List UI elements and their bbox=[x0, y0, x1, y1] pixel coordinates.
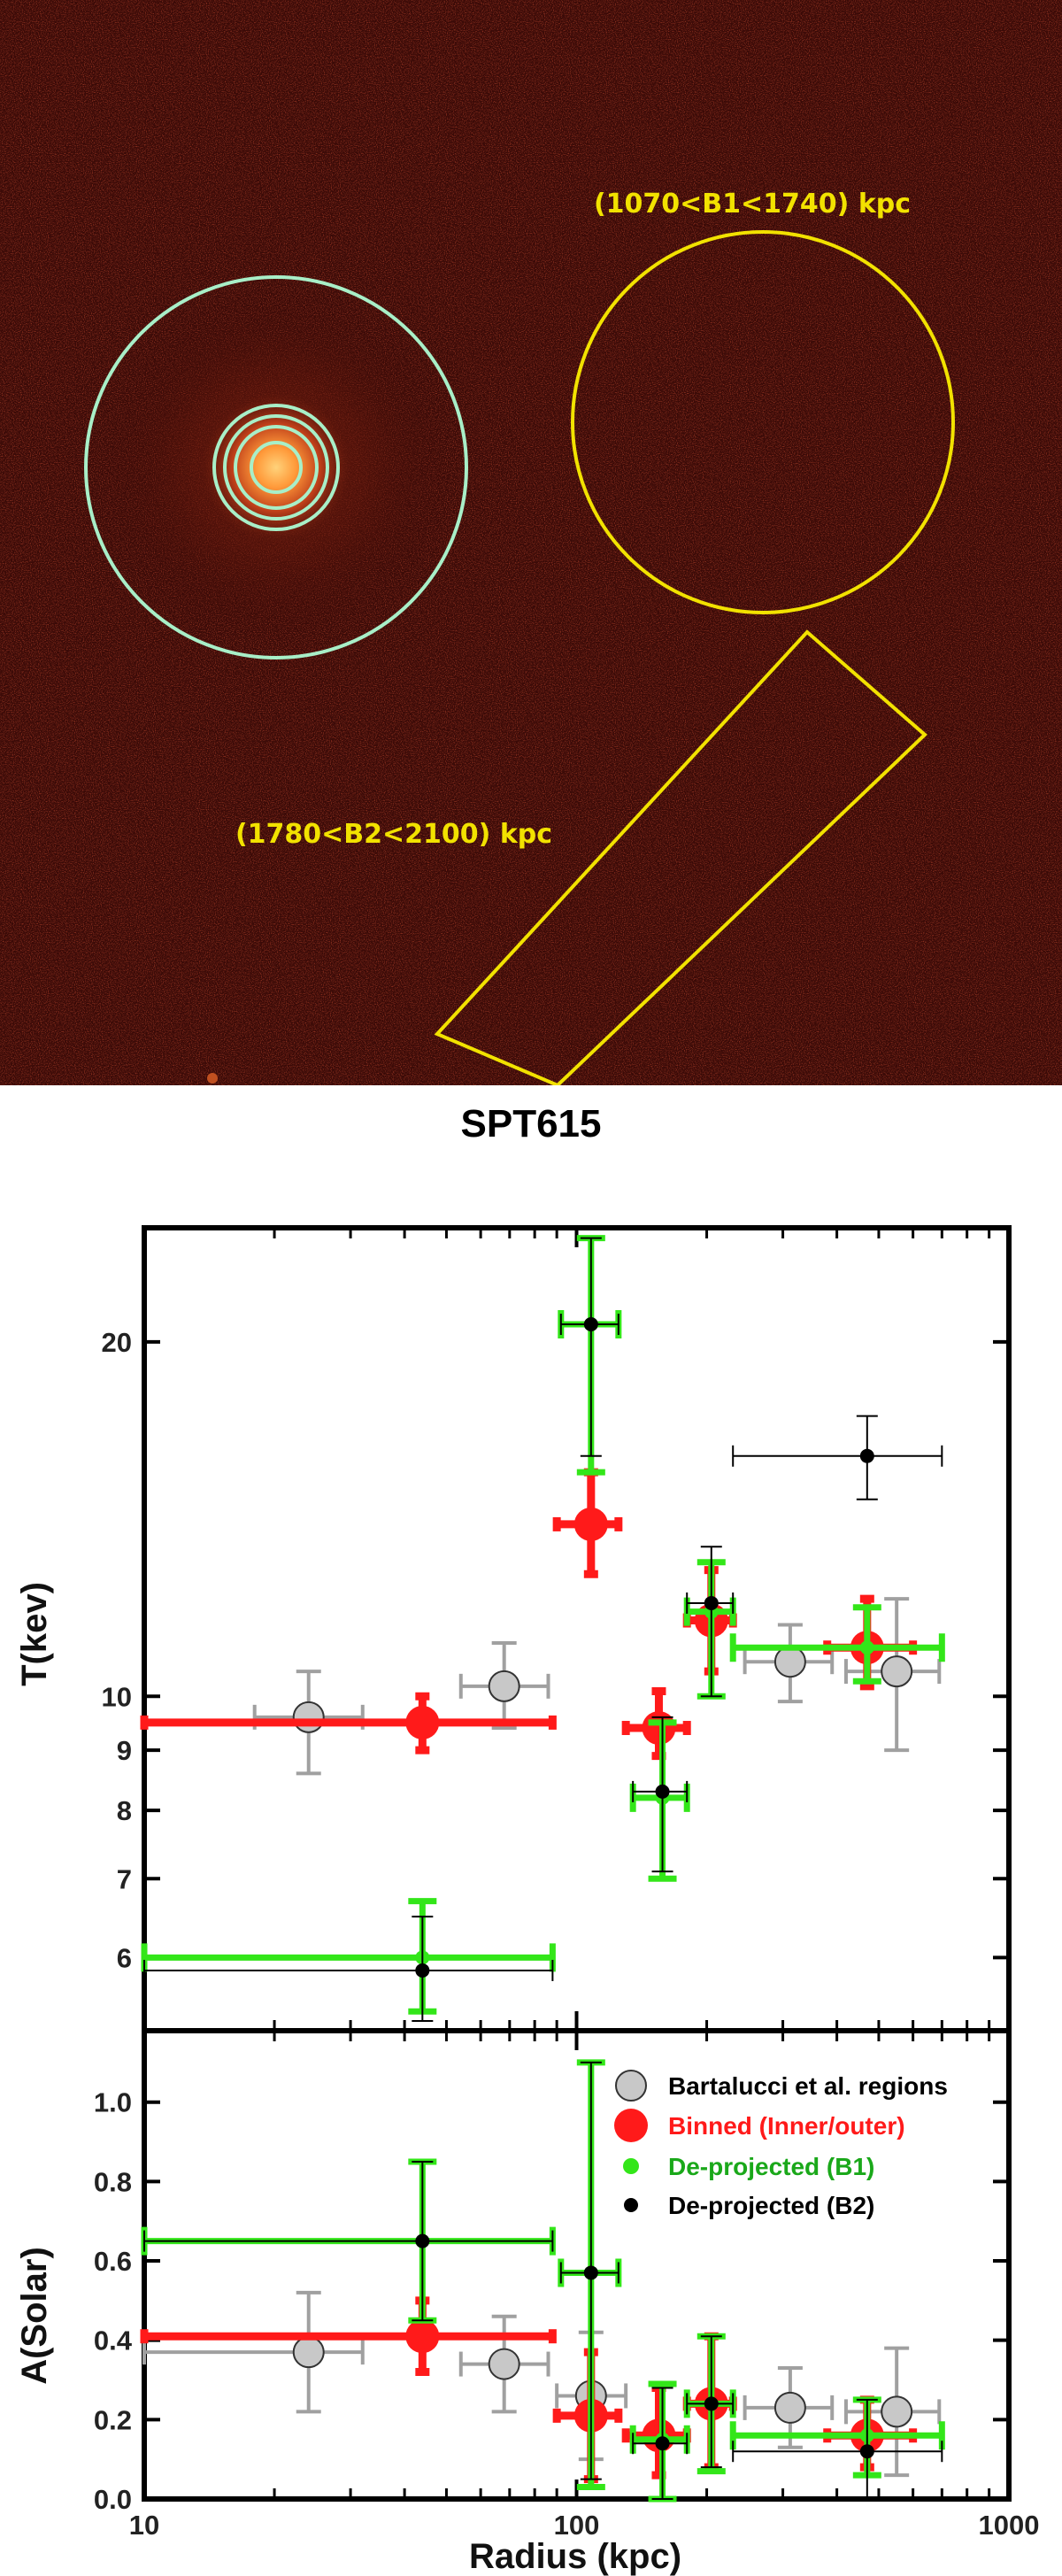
abundance-marks bbox=[140, 2059, 945, 2503]
legend-swatch-b2 bbox=[624, 2198, 638, 2212]
profile-chart: SPT615 6 7 8 9 10 20 T(kev) 0.0 0.2 0.4 0.6 0.8 1.… bbox=[15, 1102, 1040, 2576]
legend: Bartalucci et al. regions Binned (Inner/… bbox=[614, 2070, 948, 2219]
data-point bbox=[488, 1670, 520, 1702]
temperature-panel: 6 7 8 9 10 20 T(kev) bbox=[15, 1225, 1012, 2033]
legend-swatch-bartalucci bbox=[615, 2070, 647, 2102]
temperature-marks bbox=[140, 1235, 945, 2022]
data-point bbox=[773, 2391, 806, 2424]
data-point bbox=[881, 2395, 913, 2428]
data-point bbox=[655, 2436, 670, 2451]
y-tick-label-0-5: 20 bbox=[102, 1327, 132, 1358]
abundance-ticks: 0.0 0.2 0.4 0.6 0.8 1.0 bbox=[94, 2031, 1011, 2515]
data-point bbox=[405, 1705, 440, 1739]
data-point bbox=[773, 1646, 806, 1678]
series-0-0 bbox=[252, 1597, 942, 1776]
data-point bbox=[405, 2319, 440, 2354]
data-point bbox=[859, 1640, 874, 1655]
data-point bbox=[415, 1963, 430, 1978]
x-axis-ticks: 10 100 1000 bbox=[129, 2510, 1040, 2541]
region-b1-circle bbox=[571, 230, 955, 614]
legend-swatch-binned bbox=[614, 2109, 648, 2142]
annulus-2 bbox=[234, 425, 319, 510]
legend-label-bartalucci: Bartalucci et al. regions bbox=[668, 2072, 948, 2100]
cluster-core bbox=[196, 388, 356, 547]
y-tick-label-0-1: 7 bbox=[117, 1863, 132, 1894]
chart-title: SPT615 bbox=[461, 1102, 602, 1145]
annotation-b1: (1070<B1<1740) kpc bbox=[594, 189, 911, 220]
y-tick-label-1-5: 1.0 bbox=[94, 2087, 132, 2118]
y-tick-label-1-1: 0.2 bbox=[94, 2404, 132, 2435]
abundance-y-label: A(Solar) bbox=[15, 2247, 54, 2385]
data-point bbox=[583, 2265, 598, 2280]
x-tick-label-1: 100 bbox=[554, 2510, 600, 2541]
abundance-panel: 0.0 0.2 0.4 0.6 0.8 1.0 A(Solar) bbox=[15, 2028, 1012, 2515]
data-point bbox=[292, 2336, 325, 2369]
data-point bbox=[881, 1655, 913, 1688]
series-0-1 bbox=[140, 1468, 918, 1761]
y-tick-label-0-3: 9 bbox=[117, 1735, 132, 1766]
series-0-2 bbox=[141, 1235, 945, 2015]
data-point bbox=[583, 1317, 598, 1332]
data-point bbox=[704, 1595, 719, 1610]
legend-label-b2: De-projected (B2) bbox=[668, 2192, 874, 2219]
annulus-3 bbox=[223, 414, 329, 521]
point-source bbox=[207, 1073, 218, 1084]
annulus-1 bbox=[250, 441, 303, 494]
data-point bbox=[704, 2396, 719, 2411]
data-point bbox=[415, 2233, 430, 2248]
data-point bbox=[292, 1701, 325, 1733]
annotation-b2: (1780<B2<2100) kpc bbox=[235, 819, 552, 850]
y-tick-label-0-4: 10 bbox=[102, 1681, 132, 1712]
cluster-annuli bbox=[84, 275, 468, 659]
annulus-outer bbox=[84, 275, 468, 659]
y-tick-label-0-2: 8 bbox=[117, 1795, 132, 1826]
legend-label-b1: De-projected (B1) bbox=[668, 2153, 874, 2180]
y-tick-label-1-4: 0.8 bbox=[94, 2166, 132, 2197]
data-point bbox=[488, 2348, 520, 2380]
annulus-4 bbox=[212, 404, 340, 531]
y-tick-label-0-0: 6 bbox=[117, 1942, 132, 1973]
series-1-0 bbox=[142, 2290, 942, 2478]
data-point bbox=[642, 1711, 676, 1746]
temperature-y-label: T(kev) bbox=[15, 1582, 54, 1686]
temperature-ticks: 6 7 8 9 10 20 bbox=[102, 1228, 1011, 2031]
x-axis-label: Radius (kpc) bbox=[469, 2537, 681, 2576]
series-0-3 bbox=[143, 1237, 943, 2022]
y-tick-label-1-0: 0.0 bbox=[94, 2484, 132, 2515]
legend-swatch-b1 bbox=[623, 2158, 639, 2174]
data-point bbox=[573, 1507, 608, 1541]
legend-label-binned: Binned (Inner/outer) bbox=[668, 2112, 905, 2140]
xray-image: (1070<B1<1740) kpc (1780<B2<2100) kpc bbox=[0, 0, 1062, 1085]
data-point bbox=[859, 1448, 874, 1463]
y-tick-label-1-2: 0.4 bbox=[94, 2325, 133, 2356]
region-b2-box bbox=[434, 629, 927, 1085]
x-tick-label-0: 10 bbox=[129, 2510, 159, 2541]
x-tick-label-2: 1000 bbox=[979, 2510, 1040, 2541]
data-point bbox=[859, 2444, 874, 2459]
temperature-frame bbox=[142, 1225, 1012, 2033]
series-1-3 bbox=[143, 2061, 943, 2500]
series-1-1 bbox=[140, 2296, 918, 2484]
y-tick-label-1-3: 0.6 bbox=[94, 2246, 132, 2277]
data-point bbox=[655, 1784, 670, 1799]
